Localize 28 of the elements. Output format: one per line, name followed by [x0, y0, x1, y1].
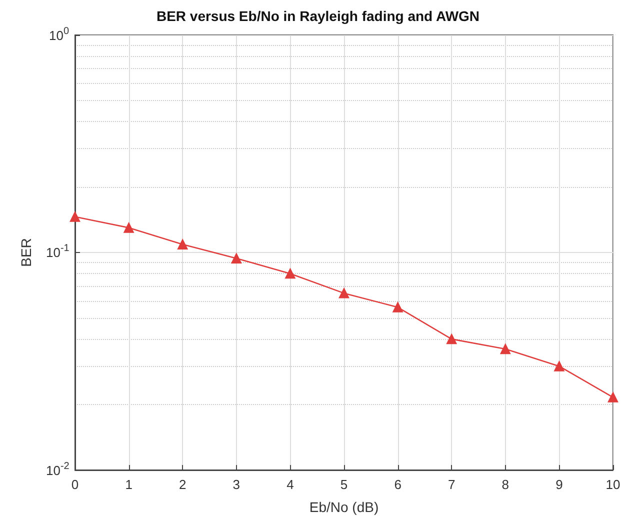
point [285, 268, 296, 279]
point [70, 212, 80, 222]
x-tick-label: 1 [125, 477, 132, 492]
y-tick-label: 10$^{-1}$ [46, 243, 70, 260]
x-tick-label: 0 [71, 477, 79, 492]
point [338, 288, 350, 298]
point [554, 361, 564, 372]
chart-title: BER versus Eb/No in Rayleigh fading and AWGN [156, 8, 480, 24]
point [392, 302, 403, 312]
y-tick-label: 10$^{-2}$ [46, 460, 70, 478]
point [446, 334, 457, 344]
x-tick-label: 2 [178, 477, 186, 492]
x-tick-label: 6 [394, 477, 402, 492]
x-tick-label: 7 [448, 477, 456, 492]
point [178, 239, 188, 250]
x-tick-label: 4 [286, 477, 294, 492]
point [231, 253, 242, 264]
x-tick-label: 8 [502, 477, 510, 492]
y-tick-label: 10$^{0}$ [49, 26, 70, 42]
y-axis-title: BER [18, 238, 34, 267]
x-axis-title: Eb/No (dB) [309, 499, 379, 515]
x-tick-label: 3 [232, 477, 240, 492]
x-tick-label: 9 [556, 477, 563, 492]
point [500, 344, 510, 354]
point [608, 392, 618, 402]
point [124, 222, 134, 233]
x-tick-label: 10 [606, 477, 620, 492]
x-tick-label: 5 [340, 477, 348, 492]
